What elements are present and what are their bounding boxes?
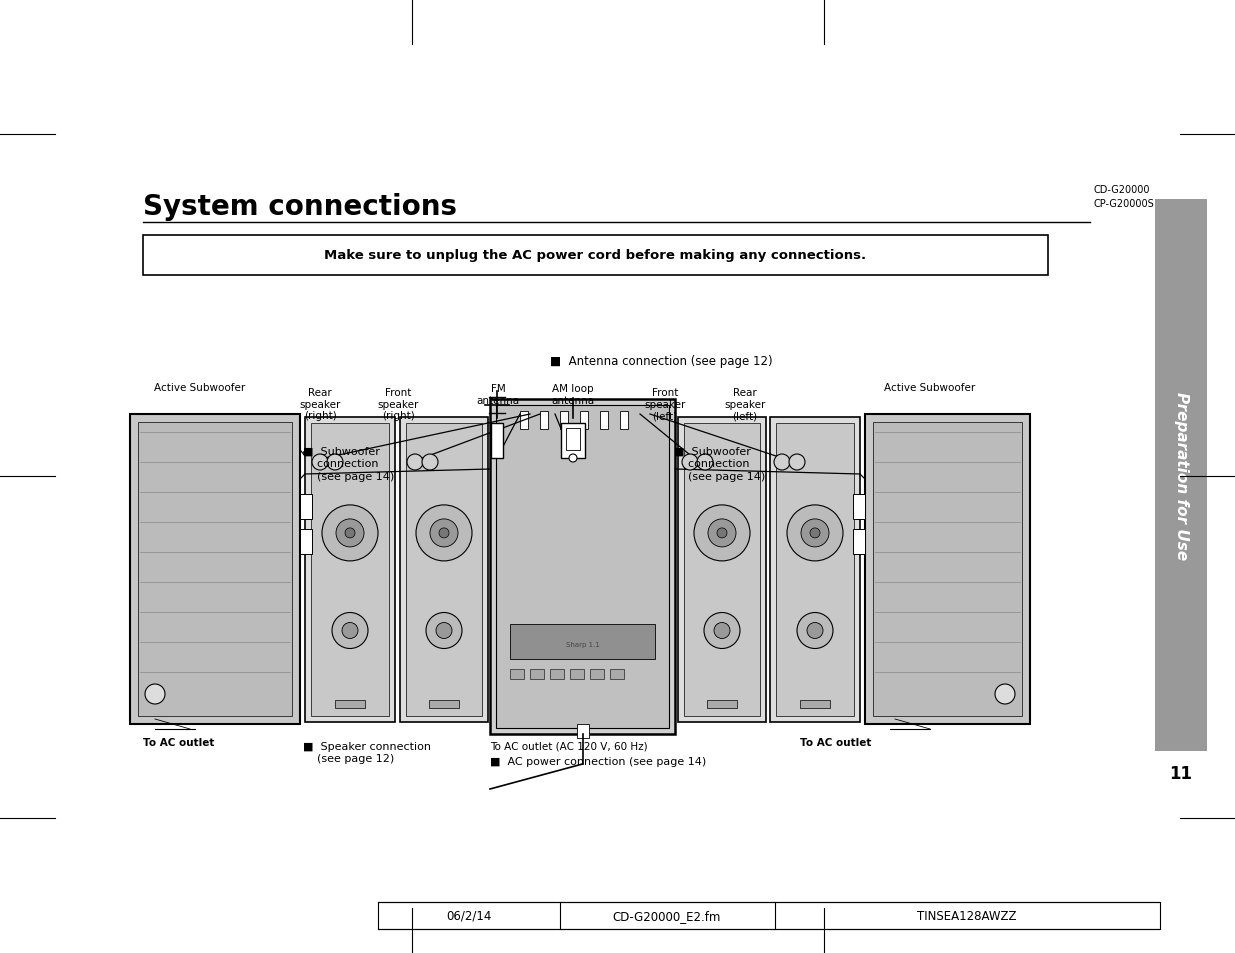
Text: To AC outlet (AC 120 V, 60 Hz): To AC outlet (AC 120 V, 60 Hz) [490,741,647,751]
Bar [600,412,608,430]
Bar [429,700,459,708]
Bar [540,412,548,430]
Bar [853,495,864,519]
Bar [335,700,366,708]
Circle shape [718,528,727,538]
Circle shape [342,623,358,639]
Bar [864,415,1030,724]
Circle shape [438,528,450,538]
Text: Make sure to unplug the AC power cord before making any connections.: Make sure to unplug the AC power cord be… [325,250,867,262]
Text: ■  AC power connection (see page 14): ■ AC power connection (see page 14) [490,757,706,766]
Circle shape [569,455,577,462]
Bar [530,669,543,679]
Bar [138,422,291,717]
Text: Active Subwoofer: Active Subwoofer [884,382,976,393]
Bar [378,902,1160,929]
Bar [510,669,524,679]
Text: FM
antenna: FM antenna [477,384,520,405]
Circle shape [144,684,165,704]
Circle shape [708,519,736,547]
Bar [510,624,655,659]
Bar [492,423,503,458]
Bar [406,423,482,717]
Circle shape [810,528,820,538]
Bar [873,422,1023,717]
Bar [305,417,395,722]
Circle shape [694,505,750,561]
Bar [143,235,1049,275]
Bar [769,417,860,722]
Circle shape [430,519,458,547]
Circle shape [806,623,823,639]
Bar [684,423,760,717]
Bar [566,429,580,451]
Text: Rear
speaker
(left): Rear speaker (left) [724,388,766,421]
Bar [1155,200,1207,751]
Text: Front
speaker
(right): Front speaker (right) [378,388,419,421]
Bar [496,406,669,728]
Text: AM loop
antenna: AM loop antenna [552,384,594,405]
Text: 11: 11 [1170,764,1193,782]
Circle shape [802,519,829,547]
Circle shape [995,684,1015,704]
Circle shape [416,505,472,561]
Text: To AC outlet: To AC outlet [143,738,215,747]
Circle shape [422,455,438,471]
Text: ■  Antenna connection (see page 12): ■ Antenna connection (see page 12) [550,355,773,368]
Circle shape [774,455,790,471]
Circle shape [704,613,740,649]
Bar [620,412,629,430]
Text: ■  Subwoofer
    connection
    (see page 14): ■ Subwoofer connection (see page 14) [674,447,766,481]
Circle shape [327,455,343,471]
Circle shape [436,623,452,639]
Circle shape [322,505,378,561]
Bar [590,669,604,679]
Bar [520,412,529,430]
Circle shape [682,455,698,471]
Bar [490,399,676,734]
Bar [571,669,584,679]
Circle shape [336,519,364,547]
Text: CD-G20000_E2.fm: CD-G20000_E2.fm [613,909,721,923]
Bar [577,724,589,739]
Circle shape [787,505,844,561]
Circle shape [332,613,368,649]
Bar [300,530,312,555]
Text: Sharp 1.1: Sharp 1.1 [566,641,599,647]
Bar [580,412,588,430]
Bar [550,669,564,679]
Circle shape [789,455,805,471]
Text: ■  Speaker connection
    (see page 12): ■ Speaker connection (see page 12) [303,741,431,763]
Bar [561,423,585,458]
Bar [610,669,624,679]
Circle shape [312,455,329,471]
Text: Front
speaker
(left): Front speaker (left) [645,388,685,421]
Bar [800,700,830,708]
Bar [853,530,864,555]
Text: To AC outlet: To AC outlet [800,738,872,747]
Bar [706,700,737,708]
Bar [311,423,389,717]
Bar [776,423,853,717]
Text: Active Subwoofer: Active Subwoofer [154,382,246,393]
Circle shape [714,623,730,639]
Circle shape [408,455,424,471]
Text: ■  Subwoofer
    connection
    (see page 14): ■ Subwoofer connection (see page 14) [303,447,394,481]
Text: CD-G20000
CP-G20000S: CD-G20000 CP-G20000S [1093,185,1153,209]
Text: Rear
speaker
(right): Rear speaker (right) [299,388,341,421]
Bar [300,495,312,519]
Circle shape [426,613,462,649]
Text: TINSEA128AWZZ: TINSEA128AWZZ [918,909,1016,923]
Circle shape [345,528,354,538]
Circle shape [697,455,713,471]
Bar [130,415,300,724]
Bar [678,417,766,722]
Bar [400,417,488,722]
Text: Preparation for Use: Preparation for Use [1173,392,1188,559]
Text: 06/2/14: 06/2/14 [446,909,492,923]
Bar [559,412,568,430]
Text: System connections: System connections [143,193,457,221]
Circle shape [797,613,832,649]
